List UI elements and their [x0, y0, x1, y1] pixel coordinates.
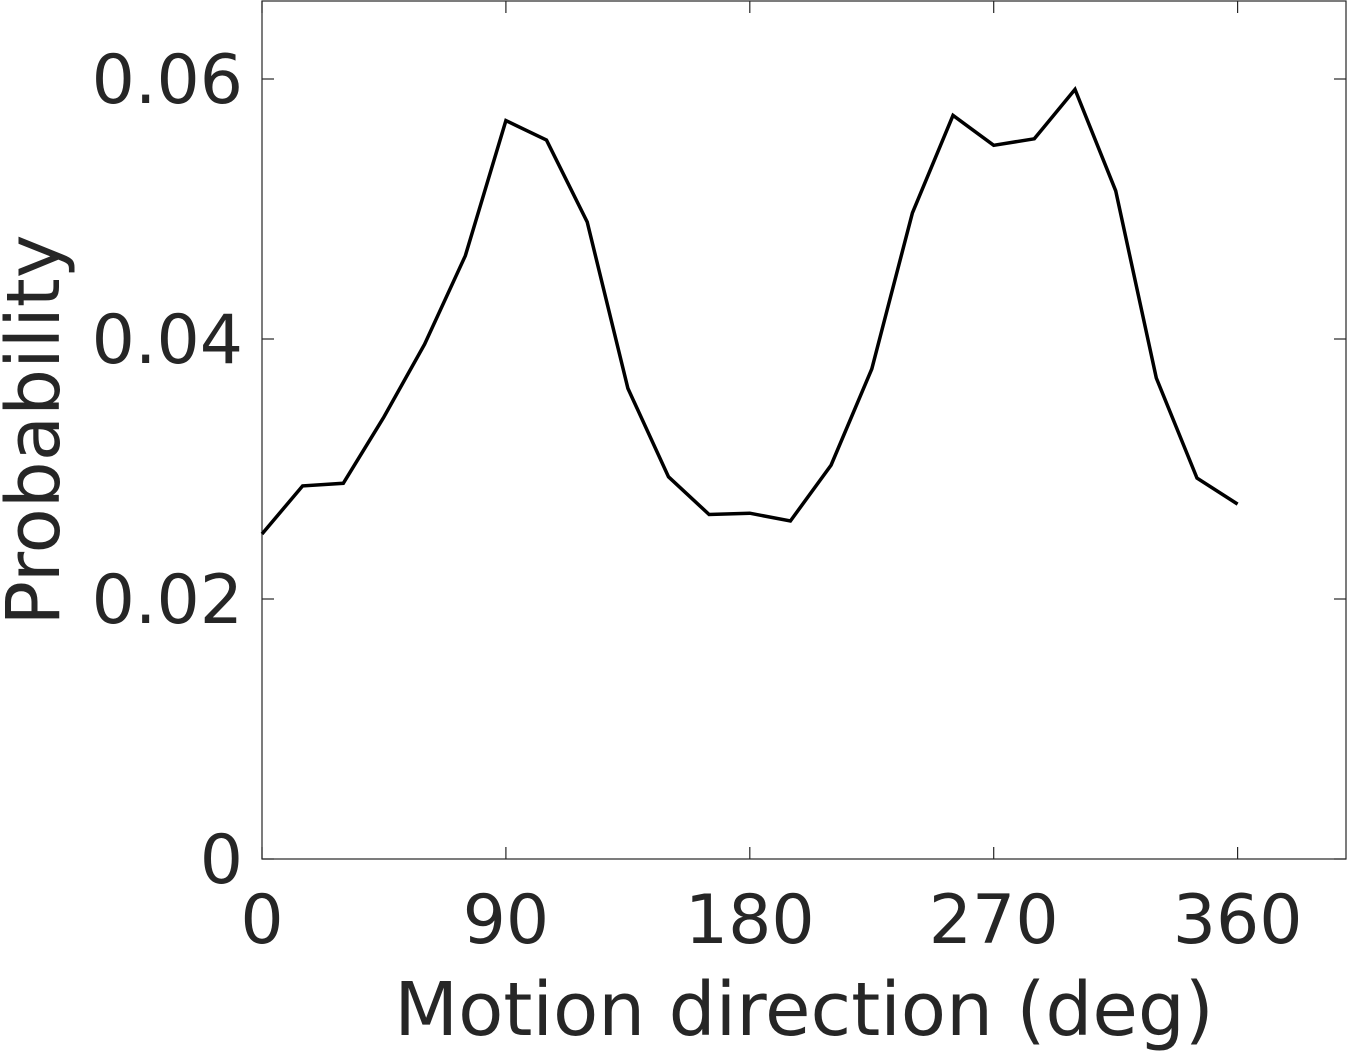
y-tick-label: 0 — [200, 821, 243, 900]
series-line — [260, 86, 1239, 536]
axes-box — [261, 0, 1347, 860]
x-tick-label: 90 — [463, 881, 550, 960]
y-tick-label: 0.06 — [92, 41, 243, 120]
x-axis-label: Motion direction (deg) — [394, 967, 1213, 1053]
x-tick-label: 180 — [685, 881, 815, 960]
y-tick-label: 0.04 — [92, 301, 243, 380]
x-tick-label: 270 — [929, 881, 1059, 960]
y-tick-label: 0.02 — [92, 561, 243, 640]
x-tick-label: 0 — [240, 881, 283, 960]
x-tick-label: 360 — [1173, 881, 1303, 960]
plot-area: 0 90 180 270 360 0 0.02 0.04 0.06 — [92, 0, 1347, 960]
y-axis-label: Probability — [0, 234, 77, 625]
